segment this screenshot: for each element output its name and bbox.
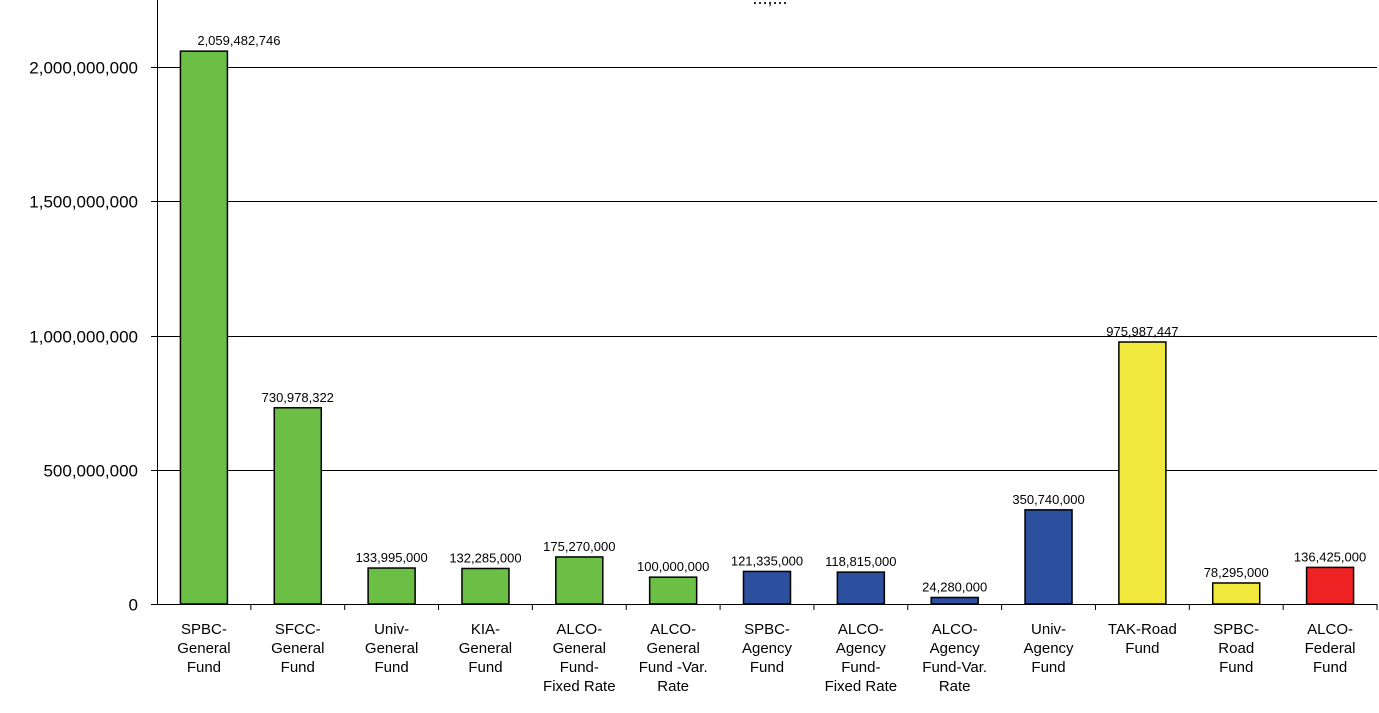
chart-title-fragment: ...,... (752, 0, 787, 8)
x-tick-label: SPBC-Agency Fund (742, 621, 793, 676)
data-label: 121,335,000 (731, 553, 803, 568)
data-label: 730,978,322 (262, 390, 334, 405)
x-tick-label: TAK-Road Fund (1108, 621, 1177, 657)
data-label: 975,987,447 (1106, 324, 1178, 339)
x-tick-label: ALCO-Federal Fund (1305, 621, 1356, 676)
y-tick-label: 1,500,000,000 (29, 193, 138, 212)
bar (179, 50, 229, 605)
x-tick-label: Univ-General Fund (365, 621, 418, 676)
bar (742, 570, 792, 605)
x-tick-label: SPBC-General Fund (177, 621, 230, 676)
bar (648, 576, 698, 605)
data-label: 133,995,000 (355, 550, 427, 565)
y-tick-label: 500,000,000 (43, 462, 138, 481)
data-labels: 2,059,482,746 730,978,322 133,995,000 132,2… (197, 33, 1366, 594)
bar (461, 567, 510, 605)
data-label: 350,740,000 (1012, 492, 1084, 507)
bar (1305, 566, 1355, 605)
bar (1118, 341, 1167, 605)
x-axis-labels: SPBC-General Fund SFCC-General Fund Univ-Gen… (177, 604, 1378, 695)
x-tick-label: SFCC-General Fund (271, 621, 324, 676)
bar (555, 556, 604, 605)
x-tick-label: ALCO-General Fund-Fixed Rate (543, 621, 616, 695)
x-tick-label: ALCO-Agency Fund-Fixed Rate (825, 621, 898, 695)
y-tick-label: 0 (129, 596, 138, 615)
gridlines (157, 67, 1377, 471)
x-tick-label: ALCO-General Fund -Var. Rate (639, 621, 708, 695)
data-label: 24,280,000 (922, 579, 987, 594)
bar (367, 567, 416, 605)
data-label: 100,000,000 (637, 559, 709, 574)
y-tick-label: 2,000,000,000 (29, 59, 138, 78)
bar (273, 407, 323, 605)
axes (157, 0, 1377, 605)
x-tick-label: SPBC-Road Fund (1213, 621, 1259, 676)
x-tick-label: KIA-General Fund (459, 621, 512, 676)
bar (836, 571, 886, 605)
data-label: 118,815,000 (825, 554, 896, 569)
x-tick-label: Univ-Agency Fund (1024, 621, 1075, 676)
bar (930, 596, 979, 605)
data-label: 136,425,000 (1294, 549, 1366, 564)
data-label: 132,285,000 (449, 550, 521, 565)
bars (179, 50, 1355, 605)
y-axis-ticks: 0 500,000,000 1,000,000,000 1,500,000,000 2,… (29, 59, 157, 615)
data-label: 175,270,000 (543, 539, 615, 554)
x-tick-label: ALCO-Agency Fund-Var. Rate (922, 621, 987, 695)
y-tick-label: 1,000,000,000 (29, 328, 138, 347)
bar (1211, 582, 1261, 605)
data-label: 2,059,482,746 (197, 33, 280, 48)
bar (1024, 509, 1073, 605)
data-label: 78,295,000 (1204, 565, 1269, 580)
